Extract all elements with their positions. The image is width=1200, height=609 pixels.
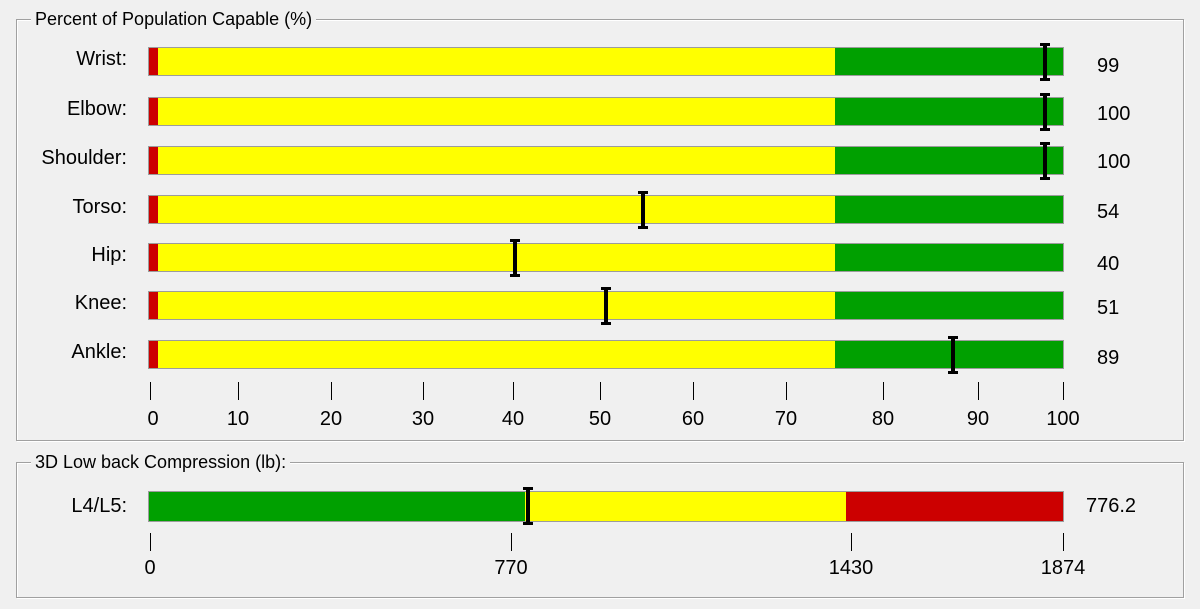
- bar-segment-red: [149, 292, 159, 319]
- axis-tick: [600, 382, 601, 400]
- axis-tick: [786, 382, 787, 400]
- axis-tick-label: 10: [226, 408, 250, 430]
- bar-segment-green: [834, 341, 1063, 368]
- row-label-torso: Torso:: [72, 196, 127, 218]
- axis-tick-label: 80: [871, 408, 895, 430]
- axis-tick: [513, 382, 514, 400]
- row-value-elbow: 100: [1097, 103, 1131, 125]
- capability-bar-knee: [148, 287, 1064, 325]
- capability-bar-wrist: [148, 43, 1064, 81]
- low-back-compression-group: 3D Low back Compression (lb):: [16, 452, 1184, 598]
- row-value-ankle: 89: [1097, 347, 1120, 369]
- axis-tick: [238, 382, 239, 400]
- bar-segment-green: [149, 492, 525, 521]
- axis-tick-label: 40: [501, 408, 525, 430]
- bar-segment-red: [149, 244, 159, 271]
- axis-tick-label: 70: [774, 408, 798, 430]
- value-marker: [1039, 43, 1050, 81]
- value-marker: [509, 239, 520, 277]
- axis-tick-label: 770: [494, 557, 528, 579]
- value-marker: [1039, 93, 1050, 131]
- bar-segment-green: [834, 196, 1063, 223]
- population-group-title: Percent of Population Capable (%): [31, 9, 317, 29]
- axis-tick-label: 90: [966, 408, 990, 430]
- axis-tick: [150, 533, 151, 551]
- bar-segment-yellow: [524, 492, 847, 521]
- axis-tick: [978, 382, 979, 400]
- row-label-elbow: Elbow:: [66, 98, 127, 120]
- bar-segment-yellow: [158, 98, 835, 125]
- bar-segment-yellow: [158, 341, 835, 368]
- bar-segment-yellow: [158, 147, 835, 174]
- axis-tick-label: 100: [1046, 408, 1080, 430]
- value-marker: [948, 336, 959, 374]
- population-capable-group: Percent of Population Capable (%): [16, 9, 1184, 441]
- value-marker: [637, 191, 648, 229]
- axis-tick-label: 0: [147, 408, 159, 430]
- l4-l5-label: L4/L5:: [71, 495, 127, 517]
- bar-segment-yellow: [158, 292, 835, 319]
- row-label-hip: Hip:: [91, 244, 127, 266]
- axis-tick-label: 0: [144, 557, 156, 579]
- row-value-wrist: 99: [1097, 55, 1120, 77]
- axis-tick-label: 50: [588, 408, 612, 430]
- axis-tick-label: 1874: [1040, 557, 1086, 579]
- axis-tick-label: 30: [411, 408, 435, 430]
- axis-tick: [150, 382, 151, 400]
- bar-segment-red: [149, 48, 159, 75]
- axis-tick: [1063, 533, 1064, 551]
- l4-l5-value: 776.2: [1086, 495, 1137, 517]
- row-value-hip: 40: [1097, 253, 1120, 275]
- value-marker: [601, 287, 611, 325]
- bar-segment-red: [149, 341, 159, 368]
- axis-tick-label: 60: [681, 408, 705, 430]
- bar-segment-green: [834, 147, 1063, 174]
- value-marker: [522, 487, 533, 525]
- capability-bar-shoulder: [148, 142, 1064, 180]
- axis-tick: [331, 382, 332, 400]
- bar-segment-red: [149, 147, 159, 174]
- axis-tick: [511, 533, 512, 551]
- axis-tick-label: 1430: [828, 557, 874, 579]
- compression-group-title: 3D Low back Compression (lb):: [31, 452, 291, 472]
- axis-tick-label: 20: [319, 408, 343, 430]
- bar-segment-red: [149, 196, 159, 223]
- bar-segment-red: [149, 98, 159, 125]
- axis-tick: [851, 533, 852, 551]
- row-label-shoulder: Shoulder:: [41, 147, 127, 169]
- axis-tick: [883, 382, 884, 400]
- bar-segment-green: [834, 48, 1063, 75]
- row-value-knee: 51: [1097, 297, 1120, 319]
- capability-bar-hip: [148, 239, 1064, 277]
- row-label-ankle: Ankle:: [71, 341, 127, 363]
- bar-segment-yellow: [158, 244, 835, 271]
- axis-tick: [1063, 382, 1064, 400]
- axis-tick: [423, 382, 424, 400]
- compression-bar: [148, 487, 1064, 525]
- capability-bar-ankle: [148, 336, 1064, 374]
- row-label-wrist: Wrist:: [76, 48, 127, 70]
- capability-bar-torso: [148, 191, 1064, 229]
- bar-segment-red: [846, 492, 1063, 521]
- row-value-torso: 54: [1097, 201, 1120, 223]
- bar-segment-green: [834, 292, 1063, 319]
- bar-segment-yellow: [158, 196, 835, 223]
- bar-segment-green: [834, 98, 1063, 125]
- bar-segment-green: [834, 244, 1063, 271]
- axis-tick: [693, 382, 694, 400]
- row-value-shoulder: 100: [1097, 151, 1131, 173]
- value-marker: [1039, 142, 1050, 180]
- bar-segment-yellow: [158, 48, 835, 75]
- capability-bar-elbow: [148, 93, 1064, 131]
- row-label-knee: Knee:: [74, 292, 127, 314]
